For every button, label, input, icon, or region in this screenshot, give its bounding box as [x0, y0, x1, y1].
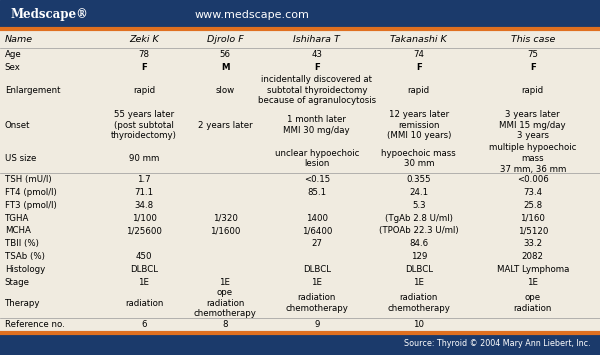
Text: TBII (%): TBII (%)	[5, 239, 38, 248]
Text: Sex: Sex	[5, 63, 20, 72]
Text: 1/1600: 1/1600	[210, 226, 240, 235]
Text: 9: 9	[314, 321, 319, 329]
Text: <0.006: <0.006	[517, 175, 548, 184]
Text: Source: Thyroid © 2004 Mary Ann Liebert, Inc.: Source: Thyroid © 2004 Mary Ann Liebert,…	[404, 339, 591, 349]
Text: 450: 450	[136, 252, 152, 261]
Text: Zeki K: Zeki K	[129, 35, 159, 44]
Text: F: F	[416, 63, 422, 72]
Text: Medscape®: Medscape®	[11, 8, 89, 21]
Text: 1/320: 1/320	[212, 214, 238, 223]
Text: 55 years later
(post subtotal
thyroidectomy): 55 years later (post subtotal thyroidect…	[111, 110, 177, 140]
Text: incidentally discovered at
subtotal thyroidectomy
because of agranulocytosis: incidentally discovered at subtotal thyr…	[258, 75, 376, 105]
Text: 1/5120: 1/5120	[518, 226, 548, 235]
Text: unclear hypoechoic
lesion: unclear hypoechoic lesion	[275, 149, 359, 169]
Text: Histology: Histology	[5, 265, 45, 274]
Text: DLBCL: DLBCL	[130, 265, 158, 274]
Text: 56: 56	[220, 50, 230, 59]
Text: DLBCL: DLBCL	[405, 265, 433, 274]
Text: 85.1: 85.1	[307, 188, 326, 197]
Text: TSAb (%): TSAb (%)	[5, 252, 44, 261]
Text: Takanashi K: Takanashi K	[391, 35, 447, 44]
Text: 6: 6	[141, 321, 147, 329]
Text: 73.4: 73.4	[523, 188, 542, 197]
Bar	[0, 333, 600, 355]
Text: 34.8: 34.8	[134, 201, 154, 210]
Text: rapid: rapid	[522, 86, 544, 95]
Text: Enlargement: Enlargement	[5, 86, 60, 95]
Text: 5.3: 5.3	[412, 201, 425, 210]
Text: 1400: 1400	[306, 214, 328, 223]
Text: Onset: Onset	[5, 121, 30, 130]
Text: hypoechoic mass
30 mm: hypoechoic mass 30 mm	[382, 149, 456, 169]
Text: radiation: radiation	[125, 299, 163, 308]
Text: rapid: rapid	[133, 86, 155, 95]
Text: 12 years later
remission
(MMI 10 years): 12 years later remission (MMI 10 years)	[386, 110, 451, 140]
Text: 71.1: 71.1	[134, 188, 154, 197]
Text: 3 years later
MMI 15 mg/day
3 years: 3 years later MMI 15 mg/day 3 years	[499, 110, 566, 140]
Text: M: M	[221, 63, 229, 72]
Text: 0.355: 0.355	[406, 175, 431, 184]
Text: 8: 8	[222, 321, 228, 329]
Text: <0.15: <0.15	[304, 175, 330, 184]
Text: Stage: Stage	[5, 278, 30, 286]
Text: F: F	[530, 63, 536, 72]
Text: Reference no.: Reference no.	[5, 321, 65, 329]
Text: 1.7: 1.7	[137, 175, 151, 184]
Text: DLBCL: DLBCL	[303, 265, 331, 274]
Text: 1/6400: 1/6400	[302, 226, 332, 235]
Text: 1E: 1E	[311, 278, 322, 286]
Text: Djrolo F: Djrolo F	[206, 35, 244, 44]
Text: FT3 (pmol/l): FT3 (pmol/l)	[5, 201, 56, 210]
Text: FT4 (pmol/l): FT4 (pmol/l)	[5, 188, 56, 197]
Bar	[0, 0, 600, 29]
Text: US size: US size	[5, 154, 36, 163]
Text: ope
radiation: ope radiation	[514, 293, 552, 313]
Text: (TgAb 2.8 U/ml): (TgAb 2.8 U/ml)	[385, 214, 453, 223]
Text: 24.1: 24.1	[409, 188, 428, 197]
Text: Ishihara T: Ishihara T	[293, 35, 340, 44]
Text: 1/100: 1/100	[131, 214, 157, 223]
Text: 25.8: 25.8	[523, 201, 542, 210]
Text: 75: 75	[527, 50, 538, 59]
Text: 1 month later
MMI 30 mg/day: 1 month later MMI 30 mg/day	[283, 115, 350, 135]
Text: radiation
chemotherapy: radiation chemotherapy	[286, 293, 348, 313]
Text: F: F	[314, 63, 320, 72]
Text: 10: 10	[413, 321, 424, 329]
Text: multiple hypoechoic
mass
37 mm, 36 mm: multiple hypoechoic mass 37 mm, 36 mm	[489, 143, 577, 174]
Text: Therapy: Therapy	[5, 299, 40, 308]
Text: TGHA: TGHA	[5, 214, 29, 223]
Text: 2 years later: 2 years later	[197, 121, 253, 130]
Text: 2082: 2082	[522, 252, 544, 261]
Text: 43: 43	[311, 50, 322, 59]
Text: 1/160: 1/160	[520, 214, 545, 223]
Text: 1E: 1E	[413, 278, 424, 286]
Text: ope
radiation
chemotherapy: ope radiation chemotherapy	[194, 288, 256, 318]
Text: radiation
chemotherapy: radiation chemotherapy	[388, 293, 450, 313]
Text: 78: 78	[139, 50, 149, 59]
Text: 27: 27	[311, 239, 322, 248]
Text: 90 mm: 90 mm	[129, 154, 159, 163]
Text: F: F	[141, 63, 147, 72]
Text: MCHA: MCHA	[5, 226, 31, 235]
Text: (TPOAb 22.3 U/ml): (TPOAb 22.3 U/ml)	[379, 226, 458, 235]
Text: This case: This case	[511, 35, 555, 44]
Text: www.medscape.com: www.medscape.com	[194, 10, 310, 20]
Text: 129: 129	[410, 252, 427, 261]
Text: 1E: 1E	[527, 278, 538, 286]
Text: 33.2: 33.2	[523, 239, 542, 248]
Text: 1E: 1E	[220, 278, 230, 286]
Text: 1/25600: 1/25600	[126, 226, 162, 235]
Text: TSH (mU/l): TSH (mU/l)	[5, 175, 52, 184]
Text: rapid: rapid	[408, 86, 430, 95]
Text: 74: 74	[413, 50, 424, 59]
Text: 1E: 1E	[139, 278, 149, 286]
Text: Name: Name	[5, 35, 33, 44]
Text: 84.6: 84.6	[409, 239, 428, 248]
Text: Age: Age	[5, 50, 22, 59]
Text: MALT Lymphoma: MALT Lymphoma	[497, 265, 569, 274]
Text: slow: slow	[215, 86, 235, 95]
